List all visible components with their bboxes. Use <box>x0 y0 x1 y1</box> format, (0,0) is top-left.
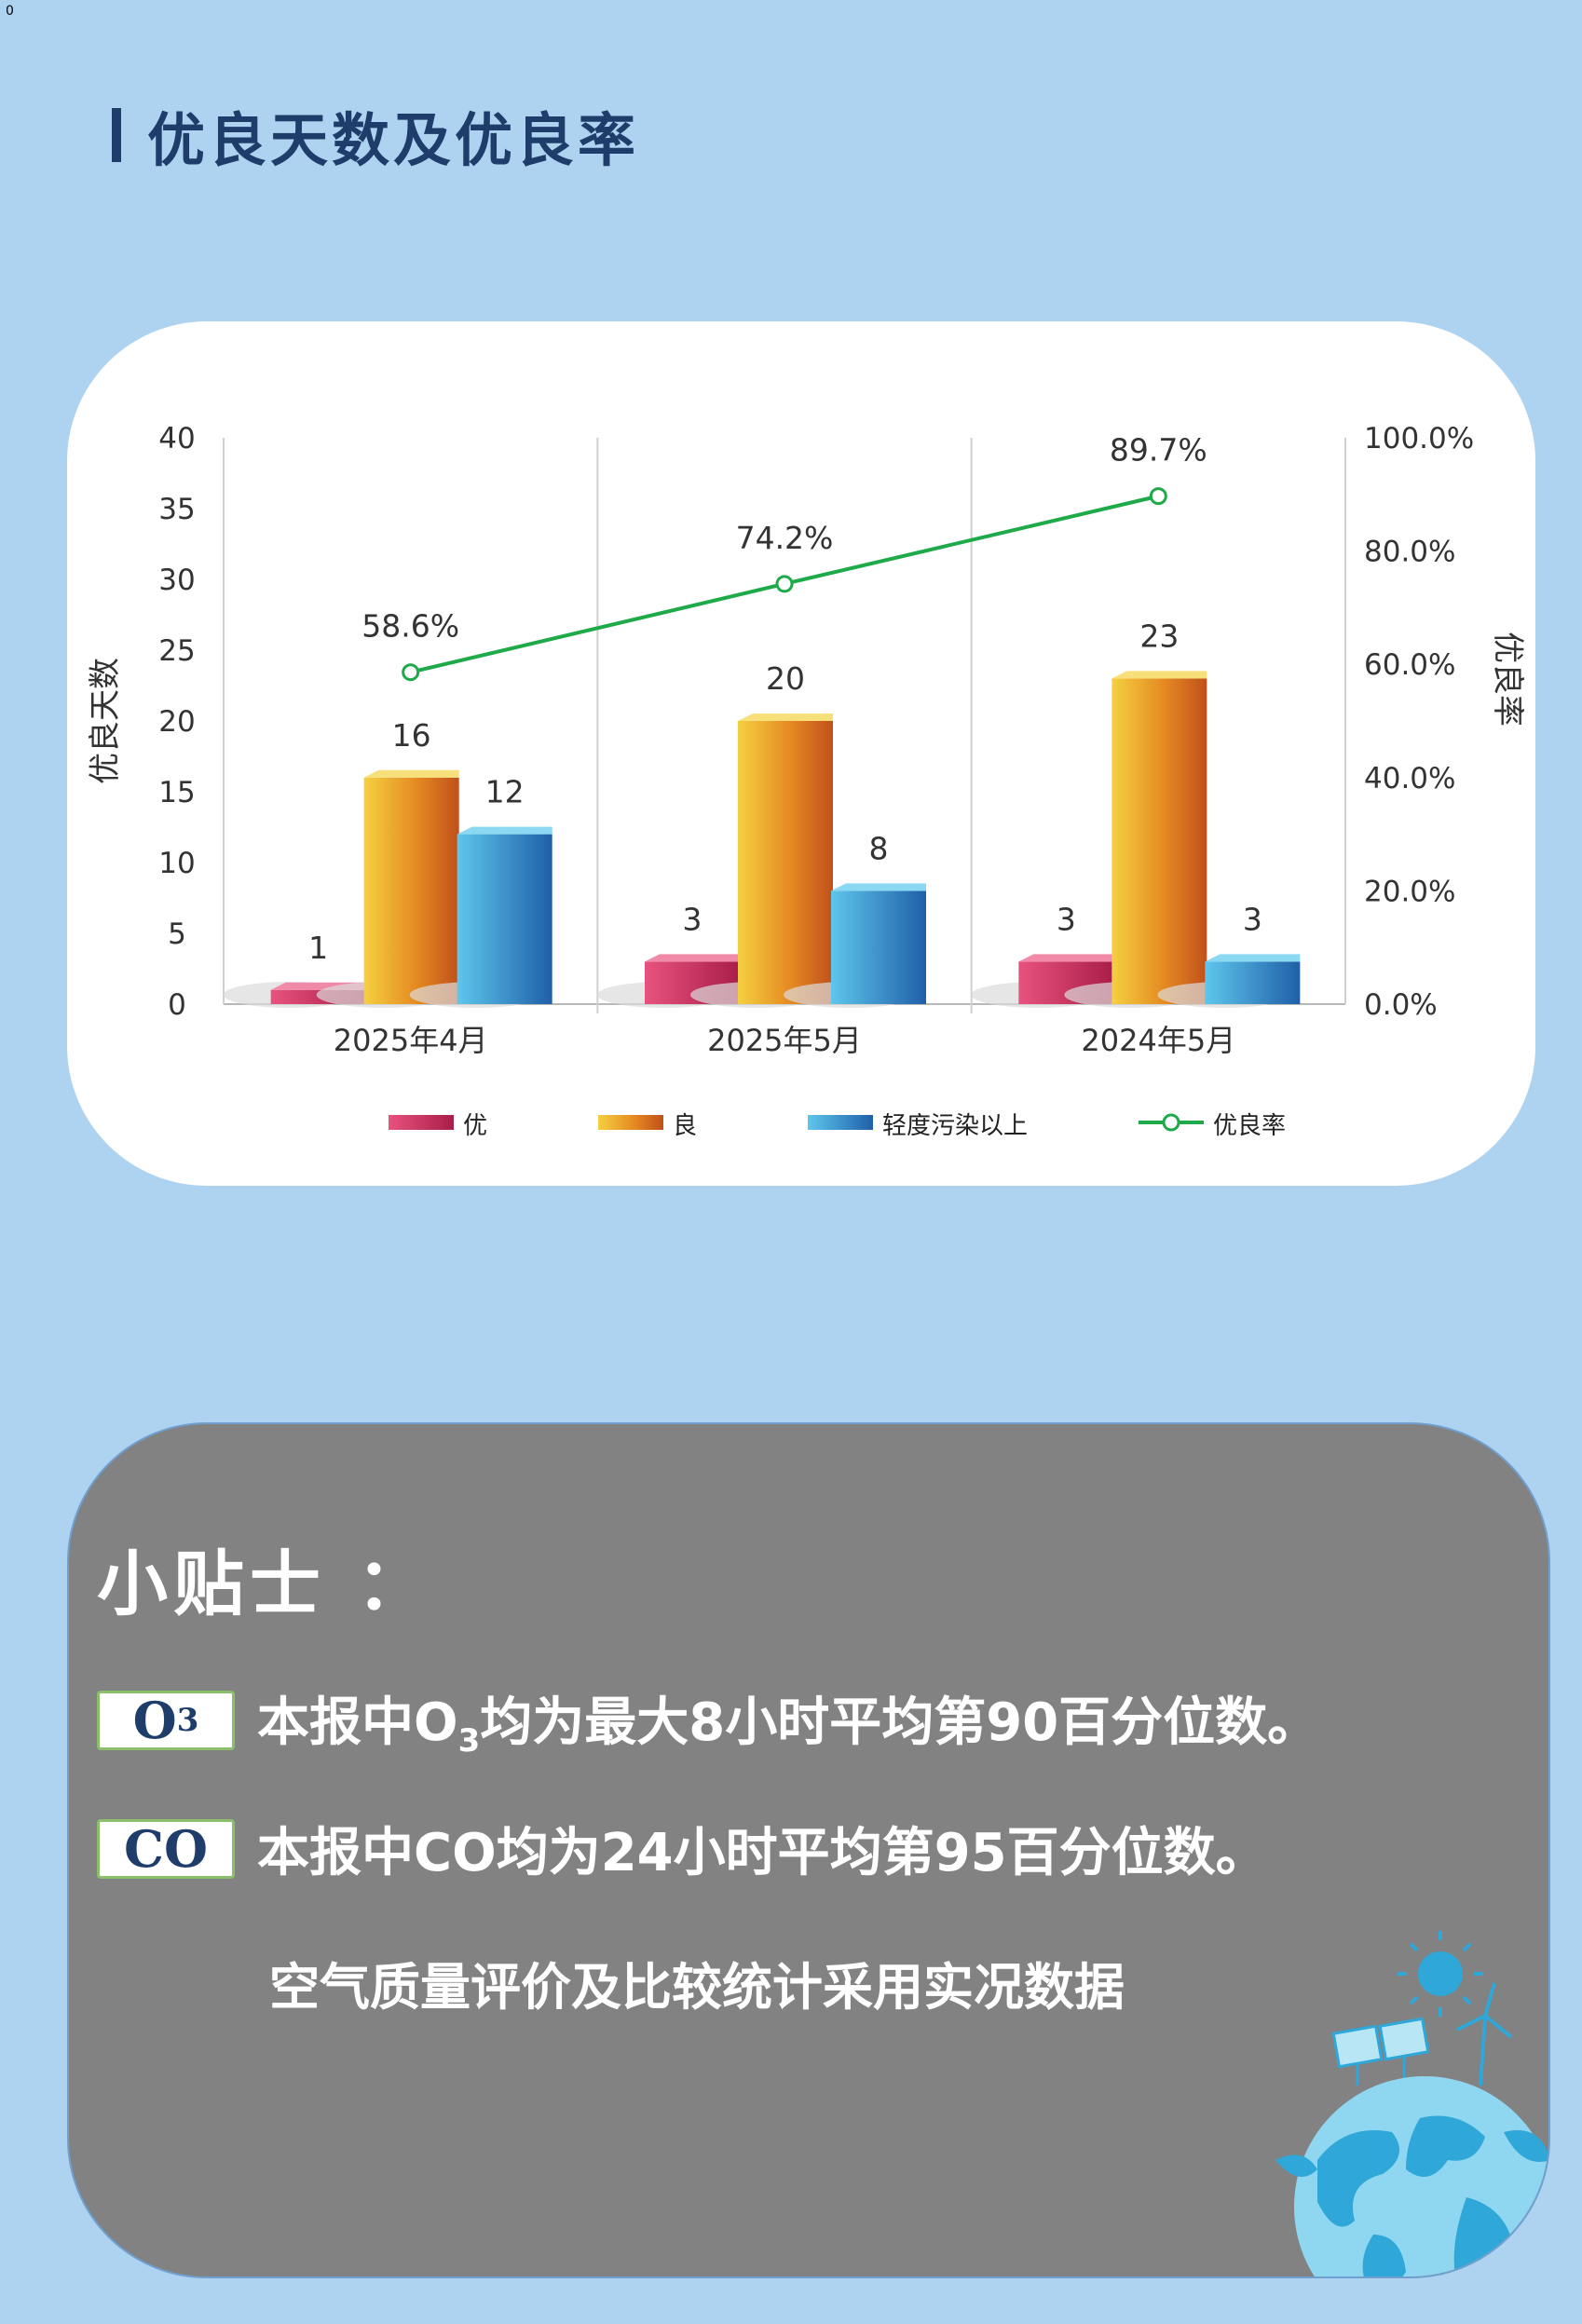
bar-top-良 <box>738 714 833 721</box>
legend-label: 优良率 <box>1213 1112 1286 1140</box>
bar-top-轻度污染以上 <box>831 883 926 891</box>
y-tick-label: 0 <box>168 988 186 1022</box>
bar-良 <box>363 777 459 1004</box>
bar-value-label: 12 <box>485 774 525 810</box>
bar-top-轻度污染以上 <box>1205 954 1301 962</box>
y2-axis-title: 优良率 <box>1489 632 1526 727</box>
bar-value-label: 1 <box>308 930 328 966</box>
legend-label: 良 <box>673 1112 697 1140</box>
sun-icon <box>1418 1951 1463 1996</box>
bar-value-label: 3 <box>683 901 702 937</box>
chart-card: 0 5 10 15 20 25 30 35 40 0.0% 20.0% 40.0% 60.0% 80.0%… <box>67 321 1535 1186</box>
tip-o3-text: 本报中O3均为最大8小时平均第90百分位数。 <box>257 1692 1320 1760</box>
y-tick-label: 30 <box>158 564 195 597</box>
bar-value-label: 23 <box>1139 618 1179 654</box>
y2-tick-label: 0.0% <box>1364 988 1438 1022</box>
tips-title: 小贴士 ： <box>97 1543 433 1625</box>
corner-mark: 0 <box>6 4 14 19</box>
bar-value-label: 3 <box>1057 901 1076 937</box>
rate-point <box>1149 487 1167 506</box>
bar-top-良 <box>363 769 459 778</box>
y-tick-label: 40 <box>158 422 195 455</box>
x-tick-label: 2025年5月 <box>707 1023 862 1058</box>
rate-point <box>402 663 420 682</box>
legend-marker <box>1162 1113 1180 1132</box>
y-tick-label: 5 <box>168 917 186 951</box>
bar-top-良 <box>1111 671 1207 679</box>
bar-良 <box>738 721 833 1004</box>
tip-co-text: 本报中CO均为24小时平均第95百分位数。 <box>257 1823 1268 1883</box>
co-badge: CO <box>97 1818 235 1879</box>
page-title: 优良天数及优良率 <box>112 93 639 177</box>
tip-co-row: CO 本报中CO均为24小时平均第95百分位数。 <box>97 1811 1268 1886</box>
legend-label: 优 <box>463 1112 487 1140</box>
rate-point <box>775 575 794 593</box>
y-tick-label: 10 <box>158 847 195 880</box>
y2-tick-label: 40.0% <box>1364 762 1455 795</box>
y-tick-label: 20 <box>158 705 195 739</box>
bar-轻度污染以上 <box>831 890 926 1004</box>
bar-value-label: 3 <box>1243 901 1262 937</box>
page-title-text: 优良天数及优良率 <box>147 106 640 174</box>
title-accent-bar <box>112 108 121 162</box>
bar-top-轻度污染以上 <box>457 826 552 835</box>
y2-tick-label: 80.0% <box>1364 536 1455 569</box>
tip-note: 空气质量评价及比较统计采用实况数据 <box>269 1958 1125 2017</box>
rate-label: 74.2% <box>736 520 834 556</box>
y-tick-label: 15 <box>158 776 195 809</box>
bar-value-label: 16 <box>392 717 431 754</box>
solar-panel-icon <box>1331 2017 1430 2086</box>
bar-line-chart: 0 5 10 15 20 25 30 35 40 0.0% 20.0% 40.0% 60.0% 80.0%… <box>87 422 1526 1140</box>
bar-良 <box>1111 678 1207 1004</box>
rate-label: 89.7% <box>1110 432 1207 469</box>
x-tick-label: 2024年5月 <box>1081 1023 1235 1058</box>
y-tick-label: 35 <box>158 493 195 526</box>
bar-轻度污染以上 <box>1205 961 1301 1004</box>
legend-swatch <box>389 1115 454 1130</box>
bar-top-优 <box>645 954 740 962</box>
bar-value-label: 8 <box>869 830 889 866</box>
y-tick-label: 25 <box>158 634 195 668</box>
bar-轻度污染以上 <box>457 834 552 1004</box>
bar-value-label: 20 <box>766 660 805 697</box>
wind-turbine-icon <box>1456 1982 1513 2086</box>
rate-label: 58.6% <box>361 608 459 645</box>
globe-illustration <box>1275 1931 1548 2276</box>
y2-tick-label: 60.0% <box>1364 648 1455 682</box>
y2-tick-label: 100.0% <box>1364 422 1474 455</box>
legend-swatch <box>808 1115 873 1130</box>
y2-tick-label: 20.0% <box>1364 875 1455 908</box>
bar-top-优 <box>1018 954 1114 962</box>
y-axis-title: 优良天数 <box>87 658 124 784</box>
x-tick-label: 2025年4月 <box>334 1023 488 1058</box>
legend-label: 轻度污染以上 <box>882 1112 1028 1140</box>
legend-swatch <box>598 1115 663 1130</box>
